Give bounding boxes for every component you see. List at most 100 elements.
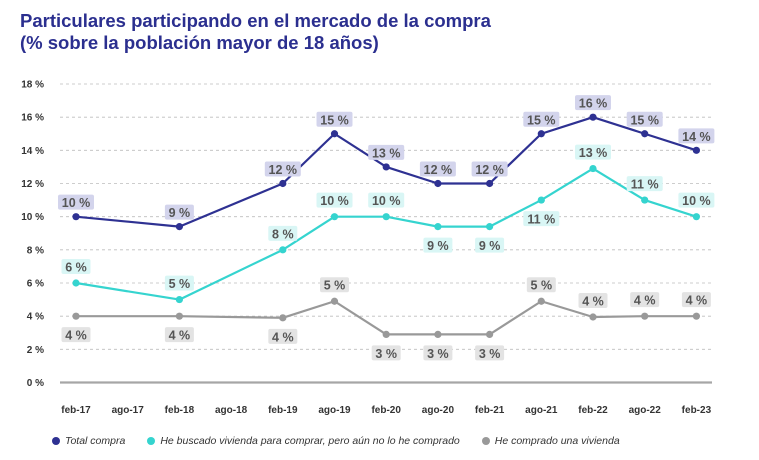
data-point-total-compra xyxy=(330,130,339,138)
data-label-he-buscado: 5 % xyxy=(169,277,191,291)
legend-item-he-comprado: He comprado una vivienda xyxy=(481,435,620,447)
y-tick-label: 6 % xyxy=(27,279,44,290)
data-label-he-buscado: 10 % xyxy=(682,194,711,208)
chart-title-line-2: (% sobre la población mayor de 18 años) xyxy=(20,32,379,53)
data-label-bg-he-comprado xyxy=(61,327,91,343)
data-label-total-compra: 15 % xyxy=(527,113,556,127)
y-tick-label: 10 % xyxy=(21,212,44,223)
data-point-he-comprado xyxy=(486,330,494,339)
data-label-bg-he-buscado xyxy=(316,192,353,208)
data-label-bg-he-comprado xyxy=(681,292,711,308)
legend-marker-he-comprado xyxy=(481,437,490,445)
x-tick-label: feb-17 xyxy=(61,405,91,416)
data-label-bg-he-buscado xyxy=(475,237,505,253)
legend-label-he-buscado: He buscado vivienda para comprar, pero a… xyxy=(160,435,460,447)
data-label-he-buscado: 10 % xyxy=(372,194,401,208)
data-label-bg-total-compra xyxy=(626,111,663,127)
data-label-he-buscado: 10 % xyxy=(320,194,349,208)
data-point-he-buscado xyxy=(537,196,545,204)
data-point-he-comprado xyxy=(641,312,649,320)
data-label-bg-total-compra xyxy=(575,95,611,111)
x-tick-label: ago-18 xyxy=(215,405,248,416)
data-label-he-buscado: 13 % xyxy=(579,146,608,160)
data-label-bg-total-compra xyxy=(678,128,715,144)
data-label-he-buscado: 9 % xyxy=(479,239,501,253)
data-point-total-compra xyxy=(537,130,545,138)
line-chart: 0 % 2 % 4 % 6 % 8 % 10 % 12 % 14 % 16 % 18 % feb-1… xyxy=(21,80,715,416)
data-label-total-compra: 15 % xyxy=(320,113,349,127)
data-point-he-comprado xyxy=(330,297,339,305)
data-label-total-compra: 12 % xyxy=(475,163,504,177)
data-label-total-compra: 10 % xyxy=(62,196,91,210)
data-point-total-compra xyxy=(692,146,701,154)
data-label-bg-total-compra xyxy=(264,161,301,177)
data-label-bg-total-compra xyxy=(368,144,405,160)
data-label-bg-he-comprado xyxy=(475,345,505,361)
x-tick-label: ago-22 xyxy=(629,405,662,416)
data-label-bg-he-buscado xyxy=(368,192,405,208)
data-label-total-compra: 9 % xyxy=(169,206,191,220)
data-label-he-comprado: 5 % xyxy=(324,279,346,293)
data-label-bg-he-buscado xyxy=(678,192,715,208)
x-tick-label: ago-19 xyxy=(318,405,351,416)
x-tick-label: feb-20 xyxy=(371,405,401,416)
data-point-total-compra xyxy=(434,179,442,188)
data-point-he-buscado xyxy=(486,223,494,231)
legend-marker-he-buscado xyxy=(147,437,156,445)
data-label-bg-he-buscado xyxy=(626,176,663,192)
y-tick-label: 0 % xyxy=(27,378,44,389)
x-tick-label: ago-21 xyxy=(525,405,558,416)
data-point-total-compra xyxy=(175,223,183,231)
chart-title: Particulares participando en el mercado … xyxy=(20,10,491,54)
data-label-he-buscado: 9 % xyxy=(427,239,449,253)
y-tick-label: 14 % xyxy=(21,146,44,157)
data-label-bg-total-compra xyxy=(419,161,456,177)
x-tick-label: ago-20 xyxy=(422,405,455,416)
data-point-he-buscado xyxy=(382,213,390,221)
data-point-he-buscado xyxy=(641,196,649,204)
data-point-he-buscado xyxy=(589,164,597,173)
data-label-he-buscado: 6 % xyxy=(65,261,87,275)
data-label-bg-he-comprado xyxy=(423,345,453,361)
data-label-he-comprado: 4 % xyxy=(686,294,708,308)
x-tick-label: feb-19 xyxy=(268,405,298,416)
data-point-he-comprado xyxy=(434,330,442,339)
data-point-he-comprado xyxy=(72,312,80,320)
data-point-he-buscado xyxy=(434,223,442,231)
data-label-bg-total-compra xyxy=(471,161,508,177)
data-point-he-buscado xyxy=(330,213,339,221)
data-label-he-comprado: 5 % xyxy=(531,279,553,293)
y-tick-label: 4 % xyxy=(27,312,44,323)
data-point-total-compra xyxy=(589,113,597,121)
data-label-total-compra: 12 % xyxy=(424,163,453,177)
data-point-he-comprado xyxy=(537,297,545,305)
data-label-bg-he-comprado xyxy=(526,277,556,293)
data-label-bg-he-buscado xyxy=(423,237,453,253)
data-point-he-comprado xyxy=(589,313,597,321)
data-label-he-comprado: 3 % xyxy=(427,347,449,361)
data-label-he-comprado: 4 % xyxy=(582,294,604,308)
data-label-bg-he-buscado xyxy=(268,225,298,241)
data-label-he-comprado: 4 % xyxy=(272,330,294,344)
data-label-total-compra: 12 % xyxy=(269,163,298,177)
data-label-bg-he-comprado xyxy=(268,328,298,344)
data-point-total-compra xyxy=(72,213,80,221)
data-label-bg-total-compra xyxy=(164,204,194,220)
data-label-he-buscado: 8 % xyxy=(272,227,294,241)
x-tick-label: feb-18 xyxy=(165,405,195,416)
data-point-total-compra xyxy=(486,179,494,188)
y-tick-label: 18 % xyxy=(21,80,44,91)
x-tick-label: feb-21 xyxy=(475,405,505,416)
data-label-he-comprado: 4 % xyxy=(169,329,191,343)
data-point-he-comprado xyxy=(279,314,287,322)
data-point-he-comprado xyxy=(382,330,390,339)
data-point-he-buscado xyxy=(175,295,183,304)
y-tick-label: 8 % xyxy=(27,245,44,256)
data-point-total-compra xyxy=(382,163,390,171)
data-label-bg-he-buscado xyxy=(575,144,611,160)
data-label-he-comprado: 4 % xyxy=(65,329,87,343)
data-label-bg-total-compra xyxy=(523,111,560,127)
legend-label-he-comprado: He comprado una vivienda xyxy=(494,435,620,447)
data-label-bg-he-comprado xyxy=(371,345,401,361)
y-tick-label: 2 % xyxy=(27,345,44,356)
